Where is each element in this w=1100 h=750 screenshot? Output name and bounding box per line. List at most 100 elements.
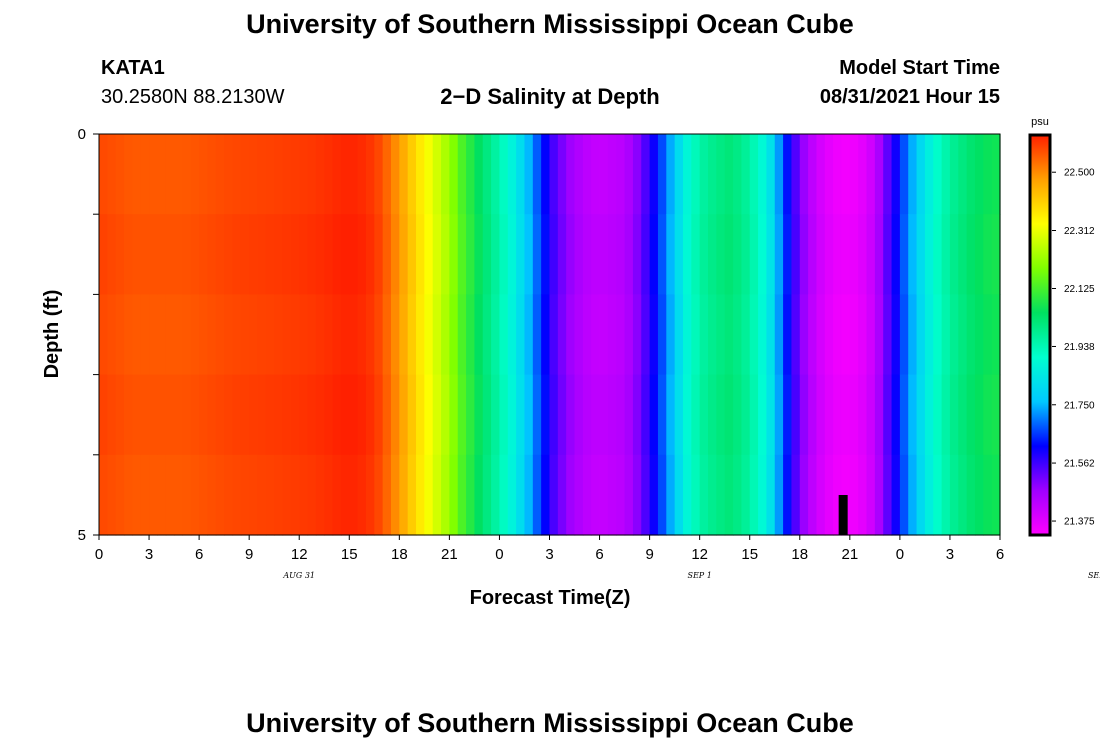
colorbar-tick-label: 22.125 — [1064, 284, 1095, 295]
heatmap-cell — [349, 294, 359, 376]
heatmap-cell — [190, 134, 200, 215]
heatmap-cell — [474, 454, 484, 536]
heatmap-cell — [474, 294, 484, 376]
heatmap-cell — [416, 374, 425, 456]
heatmap-cell — [574, 374, 584, 456]
heatmap-cell — [758, 134, 767, 215]
heatmap-cell — [891, 214, 901, 295]
heatmap-cell — [866, 294, 876, 376]
heatmap-cell — [666, 454, 676, 536]
heatmap-cell — [557, 134, 567, 215]
heatmap-cell — [783, 454, 793, 536]
heatmap-cell — [207, 294, 217, 376]
heatmap-cell — [841, 214, 851, 295]
heatmap-cell — [624, 134, 634, 215]
heatmap-cell — [733, 454, 742, 536]
heatmap-cell — [666, 374, 676, 456]
heatmap-cell — [958, 214, 968, 295]
heatmap-cell — [924, 294, 934, 376]
heatmap-cell — [674, 454, 684, 536]
heatmap-cell — [124, 294, 133, 376]
heatmap-cell — [482, 454, 492, 536]
heatmap-cell — [257, 134, 267, 215]
heatmap-cell — [716, 294, 726, 376]
heatmap-cell — [641, 134, 651, 215]
colorbar-tick-label: 21.938 — [1064, 342, 1095, 353]
heatmap-cell — [299, 214, 309, 295]
heatmap-cell — [140, 294, 150, 376]
heatmap-cell — [674, 294, 684, 376]
heatmap-cell — [557, 374, 567, 456]
heatmap-cell — [416, 214, 425, 295]
heatmap-cell — [758, 374, 767, 456]
heatmap-cell — [749, 294, 759, 376]
heatmap-cell — [941, 374, 951, 456]
heatmap-cell — [199, 454, 209, 536]
heatmap-cell — [349, 454, 359, 536]
heatmap-cell — [657, 214, 667, 295]
heatmap-cell — [541, 374, 551, 456]
heatmap-cell — [566, 454, 576, 536]
heatmap-cell — [332, 214, 342, 295]
heatmap-cell — [482, 134, 492, 215]
heatmap-cell — [733, 374, 742, 456]
heatmap-cell — [632, 454, 642, 536]
heatmap-cell — [99, 294, 108, 376]
heatmap-cell — [574, 294, 584, 376]
heatmap-cell — [324, 134, 334, 215]
heatmap-cell — [232, 374, 242, 456]
heatmap-cell — [849, 374, 859, 456]
heatmap-cell — [274, 134, 284, 215]
model-start-label: Model Start Time — [839, 57, 1000, 79]
heatmap-cell — [265, 454, 275, 536]
heatmap-cell — [257, 374, 267, 456]
heatmap-cell — [374, 454, 384, 536]
heatmap-cell — [190, 454, 200, 536]
heatmap-cell — [424, 214, 434, 295]
heatmap-cell — [424, 294, 434, 376]
heatmap-cell — [524, 214, 534, 295]
heatmap-cell — [324, 454, 334, 536]
x-tick-label: 15 — [341, 546, 358, 563]
heatmap-cell — [641, 214, 651, 295]
heatmap-cell — [591, 134, 601, 215]
heatmap-cell — [441, 214, 450, 295]
heatmap-cell — [691, 374, 701, 456]
heatmap-cell — [449, 214, 459, 295]
heatmap-cell — [115, 214, 125, 295]
heatmap-cell — [157, 214, 167, 295]
heatmap-cell — [708, 454, 717, 536]
heatmap-cell — [783, 214, 793, 295]
x-tick-label: 9 — [245, 546, 253, 563]
x-tick-label: 3 — [946, 546, 954, 563]
heatmap-cell — [916, 454, 926, 536]
heatmap-cell — [432, 214, 442, 295]
heatmap-cell — [774, 294, 784, 376]
heatmap-cell — [182, 294, 192, 376]
heatmap-cell — [132, 134, 142, 215]
heatmap-cell — [299, 374, 309, 456]
heatmap-cell — [274, 454, 284, 536]
heatmap-cell — [958, 134, 968, 215]
heatmap-cell — [582, 214, 592, 295]
heatmap-cell — [916, 294, 926, 376]
heatmap-cell — [224, 374, 234, 456]
heatmap-cell — [674, 214, 684, 295]
heatmap-cell — [549, 214, 559, 295]
heatmap-cell — [799, 374, 809, 456]
y-axis: 05 — [78, 126, 99, 544]
heatmap-cell — [157, 134, 167, 215]
heatmap-cell — [816, 214, 826, 295]
heatmap-cell — [265, 134, 275, 215]
heatmap-cell — [874, 134, 884, 215]
heatmap-cell — [924, 454, 934, 536]
heatmap-cell — [983, 294, 993, 376]
heatmap-cell — [491, 454, 501, 536]
heatmap-cell — [766, 294, 776, 376]
heatmap-cell — [441, 134, 450, 215]
heatmap-cell — [532, 454, 542, 536]
x-tick-label: 12 — [291, 546, 308, 563]
x-date-label: AUG 31 — [282, 571, 315, 580]
footer-title: University of Southern Mississippi Ocean… — [246, 708, 854, 738]
heatmap-cell — [808, 134, 818, 215]
